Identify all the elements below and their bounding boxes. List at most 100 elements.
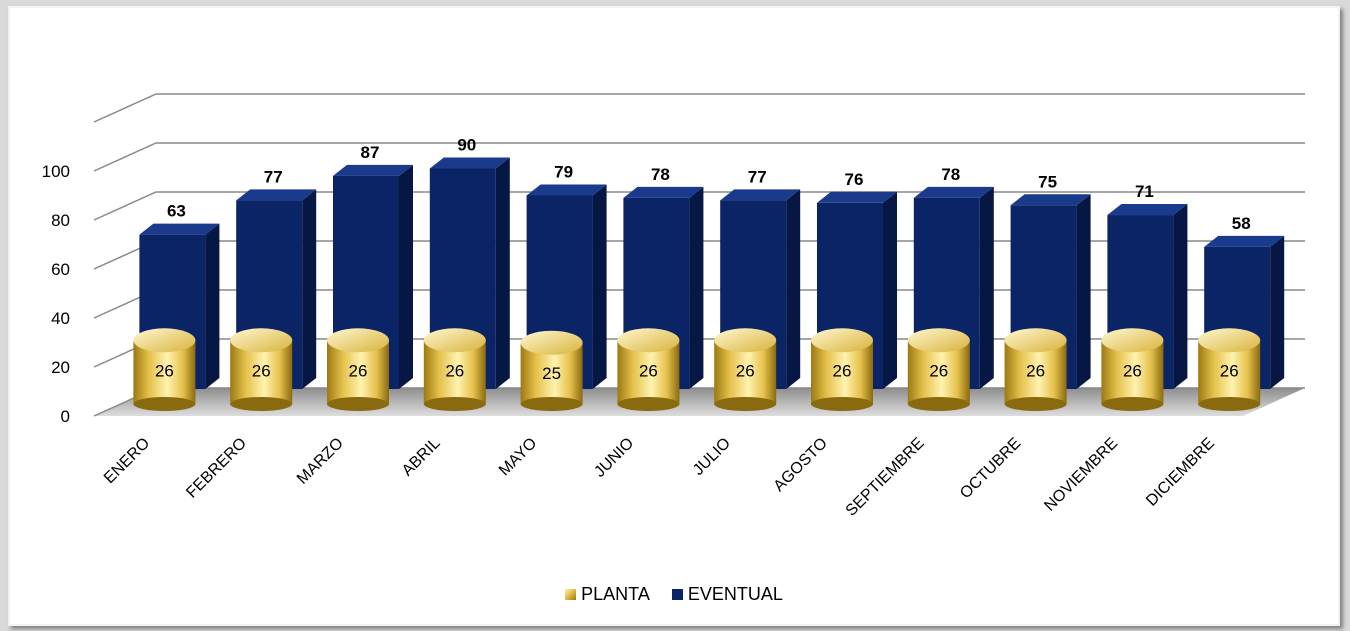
legend-label-planta: PLANTA	[581, 584, 650, 604]
legend-item-eventual: EVENTUAL	[671, 584, 783, 605]
bar-eventual-side	[1076, 194, 1091, 389]
legend-swatch-eventual	[671, 589, 683, 600]
data-label-eventual: 87	[361, 143, 380, 162]
bar-eventual-top	[1204, 235, 1285, 247]
x-category-label: MAYO	[496, 435, 541, 480]
data-label-eventual: 78	[651, 165, 670, 184]
bar-planta-base	[907, 397, 970, 411]
x-category-label: OCTUBRE	[957, 435, 1024, 502]
bar-eventual-side	[689, 186, 704, 389]
legend-label-eventual: EVENTUAL	[687, 584, 783, 604]
bar-eventual-top	[817, 191, 897, 203]
data-label-planta: 26	[736, 361, 755, 380]
bar-planta-top	[617, 328, 680, 353]
bar-eventual-top	[913, 186, 994, 198]
gridline	[93, 142, 1305, 172]
bar-planta-top	[1004, 328, 1067, 353]
gridline	[93, 93, 1305, 123]
bar-planta-top	[327, 328, 389, 353]
data-label-planta: 26	[445, 361, 464, 380]
y-tick-label: 20	[51, 358, 70, 377]
bar-eventual-top	[1107, 204, 1188, 216]
data-label-eventual: 63	[167, 202, 186, 221]
bar-eventual-side	[786, 189, 801, 389]
x-category-label: NOVIEMBRE	[1041, 435, 1121, 515]
x-category-label: AGOSTO	[771, 435, 831, 495]
bar-eventual-top	[333, 164, 413, 176]
data-label-planta: 26	[155, 361, 174, 380]
bar-planta-base	[811, 397, 873, 411]
bar-eventual-top	[139, 223, 220, 235]
bar-planta-top	[1101, 328, 1164, 353]
data-label-planta: 26	[1123, 361, 1142, 380]
bar-planta-base	[1198, 397, 1261, 411]
bar-eventual-top	[526, 184, 607, 196]
data-label-eventual: 78	[941, 165, 960, 184]
x-category-label: FEBRERO	[183, 435, 250, 502]
bar-planta-top	[811, 328, 873, 353]
y-tick-label: 60	[51, 260, 70, 279]
y-tick-label: 100	[42, 162, 70, 181]
chart-floor	[94, 388, 1305, 416]
bar-eventual-top	[720, 189, 801, 201]
bar-planta-top	[1198, 328, 1261, 353]
bar-eventual-side	[302, 189, 317, 389]
y-tick-label: 0	[61, 407, 70, 426]
data-label-planta: 26	[639, 361, 658, 380]
bar-planta-top	[907, 328, 970, 353]
data-label-planta: 26	[929, 361, 948, 380]
bar-planta-top	[520, 330, 583, 355]
bar-planta-base	[1004, 397, 1067, 411]
x-category-label: JULIO	[690, 435, 734, 479]
bar-eventual-top	[623, 186, 704, 198]
data-label-eventual: 58	[1232, 214, 1251, 233]
bar-planta-base	[1101, 397, 1164, 411]
bar-eventual-side	[883, 191, 897, 389]
data-label-eventual: 77	[264, 167, 283, 186]
bar-eventual-side	[205, 223, 220, 389]
bar-eventual-side	[592, 184, 607, 389]
x-category-label: ENERO	[101, 435, 153, 487]
bar-planta-base	[133, 397, 196, 411]
x-category-label: JUNIO	[591, 435, 637, 481]
x-category-label: MARZO	[294, 435, 347, 488]
bar-eventual-side	[1173, 204, 1188, 389]
bar-planta-top	[133, 328, 196, 353]
data-label-planta: 26	[252, 361, 271, 380]
chart-frame: 0 20 40 60 80 100 63 26 ENERO 77 26 FEBRERO 87 26 MAR…	[8, 6, 1340, 626]
data-label-eventual: 79	[554, 162, 573, 181]
bar-eventual-top	[1010, 194, 1091, 206]
bar-eventual-side	[399, 164, 413, 389]
x-category-label: DICIEMBRE	[1143, 435, 1218, 510]
data-label-planta: 25	[542, 364, 561, 383]
data-label-planta: 26	[1026, 361, 1045, 380]
x-category-label: SEPTIEMBRE	[843, 435, 928, 520]
legend-swatch-planta	[565, 589, 577, 600]
bar-eventual-top	[236, 189, 317, 201]
bar-planta-top	[714, 328, 777, 353]
bar-planta-base	[423, 397, 486, 411]
bar-eventual-side	[979, 186, 994, 389]
y-tick-label: 80	[51, 211, 70, 230]
data-label-eventual: 76	[845, 170, 864, 189]
data-label-eventual: 77	[748, 167, 767, 186]
bar-planta-base	[230, 397, 293, 411]
data-label-eventual: 75	[1038, 172, 1057, 191]
data-label-planta: 26	[1220, 361, 1239, 380]
data-label-eventual: 71	[1135, 182, 1154, 201]
bar-planta-base	[327, 397, 389, 411]
bar-eventual-top	[429, 157, 510, 169]
bar-planta-top	[230, 328, 293, 353]
y-tick-label: 40	[51, 309, 70, 328]
bar-eventual-side	[1270, 235, 1285, 389]
chart-plot: 0 20 40 60 80 100 63 26 ENERO 77 26 FEBRERO 87 26 MAR…	[42, 93, 1305, 520]
x-category-label: ABRIL	[399, 435, 444, 480]
data-label-planta: 26	[349, 361, 368, 380]
bar-eventual-side	[495, 157, 510, 389]
bar-planta-base	[520, 397, 583, 411]
data-label-eventual: 90	[457, 136, 476, 155]
legend-item-planta: PLANTA	[565, 584, 650, 605]
bar-planta-top	[423, 328, 486, 353]
bar-planta-base	[714, 397, 777, 411]
bar-planta-base	[617, 397, 680, 411]
